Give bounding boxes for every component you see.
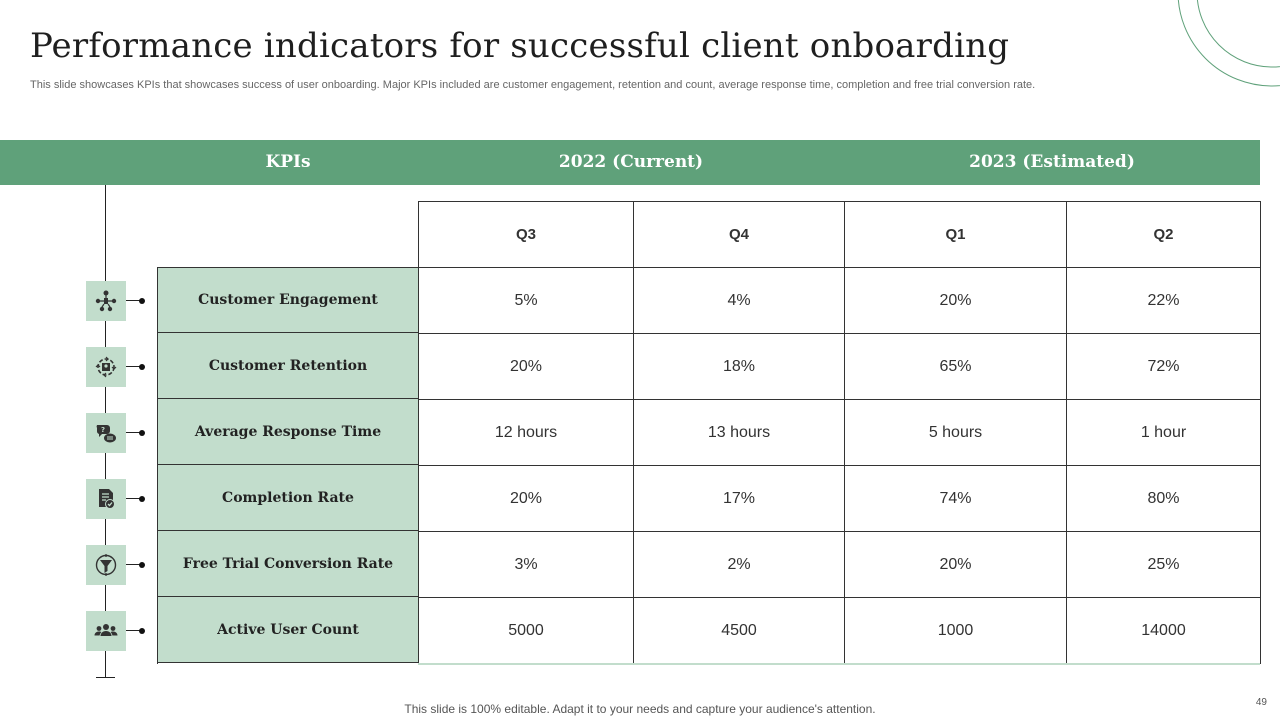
quarter-header: Q2 xyxy=(1066,201,1261,268)
engagement-network-icon xyxy=(86,281,126,321)
row-connector xyxy=(126,432,142,433)
table-cell: 1000 xyxy=(844,597,1067,664)
row-connector xyxy=(126,564,142,565)
row-dot xyxy=(139,496,145,502)
table-row: 12 hours 13 hours 5 hours 1 hour xyxy=(418,399,1261,466)
retention-cycle-icon xyxy=(86,347,126,387)
table-bottom-accent xyxy=(418,663,1260,665)
table-cell: 13 hours xyxy=(633,399,845,466)
table-cell: 3% xyxy=(418,531,634,598)
decorative-circles xyxy=(1177,0,1280,87)
kpi-label-customer-engagement: Customer Engagement xyxy=(157,267,419,333)
timeline-end-cap xyxy=(96,677,115,678)
table-cell: 65% xyxy=(844,333,1067,400)
quarter-header: Q3 xyxy=(418,201,634,268)
page-number: 49 xyxy=(1255,697,1267,708)
table-row: 5000 4500 1000 14000 xyxy=(418,597,1261,664)
table-cell: 5000 xyxy=(418,597,634,664)
quarter-header: Q1 xyxy=(844,201,1067,268)
completion-document-icon xyxy=(86,479,126,519)
kpi-label-free-trial-conversion-rate: Free Trial Conversion Rate xyxy=(157,531,419,597)
table-cell: 80% xyxy=(1066,465,1261,532)
table-cell: 2% xyxy=(633,531,845,598)
table-cell: 4% xyxy=(633,267,845,334)
table-cell: 12 hours xyxy=(418,399,634,466)
footer-note: This slide is 100% editable. Adapt it to… xyxy=(404,702,876,716)
kpi-label-average-response-time: Average Response Time xyxy=(157,399,419,465)
kpi-column-left-border xyxy=(157,267,158,664)
table-cell: 72% xyxy=(1066,333,1261,400)
row-connector xyxy=(126,300,142,301)
response-chat-icon: ? xyxy=(86,413,126,453)
table-cell: 18% xyxy=(633,333,845,400)
row-dot xyxy=(139,298,145,304)
header-year-estimated: 2023 (Estimated) xyxy=(969,152,1135,172)
slide-subtitle: This slide showcases KPIs that showcases… xyxy=(30,79,1036,91)
table-cell: 1 hour xyxy=(1066,399,1261,466)
quarter-header-row: Q3 Q4 Q1 Q2 xyxy=(418,201,1261,268)
quarter-header: Q4 xyxy=(633,201,845,268)
row-dot xyxy=(139,562,145,568)
table-cell: 5% xyxy=(418,267,634,334)
table-cell: 17% xyxy=(633,465,845,532)
table-header-bar: KPIs 2022 (Current) 2023 (Estimated) xyxy=(0,140,1260,185)
table-cell: 4500 xyxy=(633,597,845,664)
table-cell: 20% xyxy=(418,465,634,532)
kpi-label-completion-rate: Completion Rate xyxy=(157,465,419,531)
users-group-icon xyxy=(86,611,126,651)
slide-title: Performance indicators for successful cl… xyxy=(30,26,1010,66)
row-dot xyxy=(139,364,145,370)
header-kpis: KPIs xyxy=(265,152,311,172)
row-connector xyxy=(126,366,142,367)
table-cell: 20% xyxy=(844,531,1067,598)
table-row: 20% 17% 74% 80% xyxy=(418,465,1261,532)
table-cell: 5 hours xyxy=(844,399,1067,466)
table-row: 20% 18% 65% 72% xyxy=(418,333,1261,400)
table-row: 5% 4% 20% 22% xyxy=(418,267,1261,334)
row-connector xyxy=(126,630,142,631)
table-cell: 22% xyxy=(1066,267,1261,334)
header-year-current: 2022 (Current) xyxy=(558,152,704,172)
row-dot xyxy=(139,628,145,634)
table-cell: 20% xyxy=(418,333,634,400)
table-cell: 74% xyxy=(844,465,1067,532)
row-connector xyxy=(126,498,142,499)
kpi-label-customer-retention: Customer Retention xyxy=(157,333,419,399)
kpi-label-active-user-count: Active User Count xyxy=(157,597,419,663)
table-row: 3% 2% 20% 25% xyxy=(418,531,1261,598)
table-cell: 14000 xyxy=(1066,597,1261,664)
table-cell: 20% xyxy=(844,267,1067,334)
kpi-data-table: Q3 Q4 Q1 Q2 5% 4% 20% 22% 20% 18% 65% 72… xyxy=(418,201,1261,664)
table-cell: 25% xyxy=(1066,531,1261,598)
conversion-funnel-icon xyxy=(86,545,126,585)
svg-text:?: ? xyxy=(101,426,105,434)
row-dot xyxy=(139,430,145,436)
